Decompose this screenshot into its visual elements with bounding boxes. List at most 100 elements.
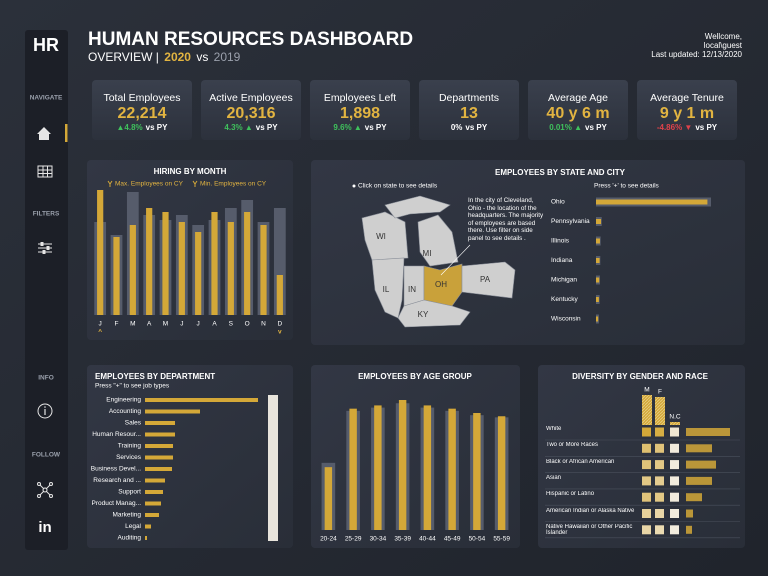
kpi-card: [419, 80, 519, 140]
bar: [596, 199, 708, 205]
x-tick-label: F: [115, 321, 119, 328]
kpi-change-line: ▲4.8% vs PY: [117, 123, 169, 132]
bar: [145, 501, 161, 506]
kpi-value: 13: [460, 105, 478, 122]
column-label: N.C: [669, 414, 681, 421]
bar: [686, 476, 712, 485]
kpi-vs: vs PY: [256, 123, 278, 132]
x-tick-label: M: [163, 321, 168, 328]
kpi-vs: vs PY: [585, 123, 607, 132]
kpi-label: Active Employees: [209, 92, 292, 104]
subtitle: OVERVIEW | 2020 vs 2019: [88, 50, 241, 64]
row-label: American Indian or Alaska Native: [546, 507, 635, 514]
cell: [642, 509, 651, 518]
cell: [670, 427, 679, 437]
bar: [596, 238, 600, 244]
legend-marker: [192, 180, 198, 187]
category-label: Business Devel...: [91, 466, 141, 473]
category-label: Sales: [125, 420, 142, 427]
bar: [374, 405, 382, 530]
bar: [686, 460, 716, 469]
bar: [178, 222, 185, 315]
network-icon[interactable]: [37, 482, 53, 498]
kpi-label: Employees Left: [324, 92, 396, 104]
filter-icon[interactable]: [38, 242, 52, 254]
cell: [642, 476, 651, 486]
chart-title: HIRING BY MONTH: [154, 167, 227, 176]
bar: [145, 513, 159, 517]
state-wi[interactable]: [361, 211, 409, 261]
logo: HR: [33, 35, 59, 55]
category-label: Ohio: [551, 199, 565, 206]
row-label: Black or African American: [546, 458, 615, 465]
row-label-box: White: [546, 426, 562, 432]
bar: [145, 524, 151, 529]
x-tick-label: J: [197, 321, 200, 328]
cell: [642, 427, 651, 437]
extreme-marker: ^: [98, 328, 102, 336]
panel: [87, 365, 293, 548]
category-label: Indiana: [551, 257, 573, 264]
state-pa[interactable]: [461, 261, 516, 299]
bar: [146, 208, 153, 315]
state-label: PA: [480, 275, 491, 284]
state-mi-upper[interactable]: [384, 195, 451, 219]
bar: [686, 525, 692, 534]
category-label: Wisconsin: [551, 316, 581, 323]
cell: [642, 492, 651, 502]
panel: [311, 365, 520, 548]
kpi-card: [637, 80, 737, 140]
bar: [145, 444, 173, 448]
table-icon[interactable]: [37, 165, 53, 178]
home-icon[interactable]: [37, 127, 51, 140]
legend-label: Min. Employees on CY: [200, 181, 267, 188]
map-note: In the city of Cleveland, Ohio - the loc…: [468, 197, 544, 242]
bar: [260, 225, 267, 315]
category-label: Auditing: [118, 535, 142, 542]
row-label: Asian: [546, 474, 562, 481]
kpi-change-line: -4.86% ▼ vs PY: [657, 123, 718, 132]
bar: [145, 398, 258, 402]
chart-title: EMPLOYEES BY STATE AND CITY: [495, 168, 626, 177]
kpi-value: 20,316: [227, 105, 276, 122]
state-ky[interactable]: [397, 299, 471, 328]
bar: [423, 405, 432, 530]
cell: [670, 476, 679, 486]
kpi-change: ▲4.8%: [117, 123, 143, 132]
state-mi[interactable]: [417, 214, 459, 267]
info-icon[interactable]: [37, 403, 53, 419]
linkedin-icon[interactable]: in: [38, 519, 51, 536]
category-label: Engineering: [106, 397, 141, 404]
chart-title: EMPLOYEES BY DEPARTMENT: [95, 372, 215, 381]
kpi-card: [310, 80, 410, 140]
state-label: WI: [376, 232, 386, 241]
row-label-box: American Indian or Alaska Native: [546, 507, 635, 514]
cell: [642, 460, 651, 470]
category-label: Kentucky: [551, 296, 578, 303]
kpi-label: Total Employees: [103, 92, 180, 104]
active-indicator: [65, 124, 68, 142]
row-label-box: Asian: [546, 474, 562, 481]
x-tick-label: M: [130, 321, 135, 328]
kpi-value: 1,898: [340, 105, 380, 122]
category-label: Research and ...: [93, 477, 141, 484]
kpi-change-line: 4.3% ▲ vs PY: [224, 123, 278, 132]
category-label: Michigan: [551, 277, 577, 284]
kpi-value: 22,214: [118, 105, 167, 122]
x-tick-label: J: [180, 321, 183, 328]
x-tick-label: 55-59: [493, 536, 510, 543]
map-note-box: In the city of Cleveland, Ohio - the loc…: [468, 197, 544, 242]
x-tick-label: 25-29: [345, 536, 362, 543]
cell: [655, 509, 664, 518]
last-updated: Last updated: 12/13/2020: [651, 50, 742, 59]
column-bar: [655, 397, 665, 425]
row-label-box: Black or African American: [546, 458, 615, 465]
bar: [145, 409, 200, 414]
x-tick-label: S: [229, 321, 234, 328]
bar: [211, 212, 218, 315]
x-tick-label: 30-34: [370, 536, 387, 543]
bar: [273, 208, 286, 315]
vs: vs: [196, 50, 208, 64]
row-label: White: [546, 426, 562, 432]
